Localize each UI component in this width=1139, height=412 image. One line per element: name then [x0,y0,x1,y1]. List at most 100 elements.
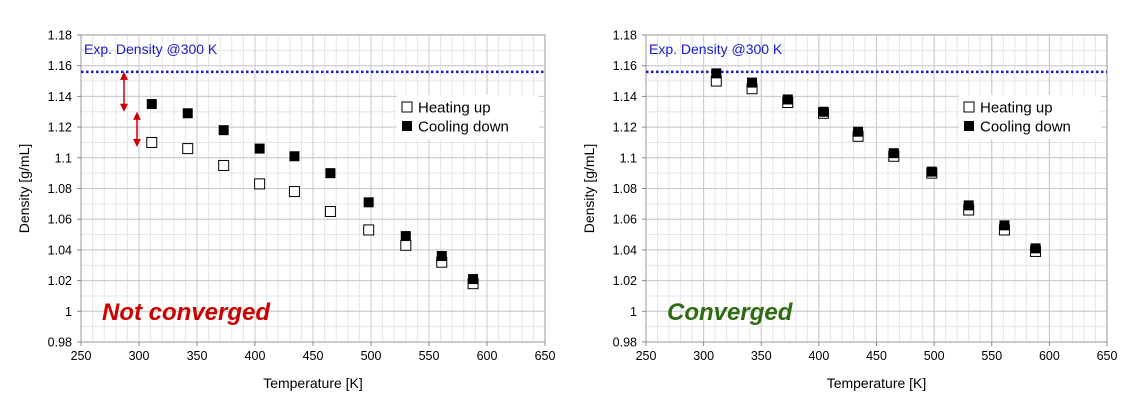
data-point-cooling-down [747,77,758,88]
x-tick-label: 300 [693,349,714,363]
gap-annotation-arrows [120,71,141,148]
x-axis-label: Temperature [K] [263,375,363,391]
data-point-cooling-down [146,99,157,110]
y-tick-label: 1.04 [613,243,637,257]
reference-line-label: Exp. Density @300 K [84,41,218,57]
chart-not-converged: 250 300 350 400 450 500 550 600 650 0.98 1 1.02 1.04… [16,29,555,392]
data-point-cooling-down [818,106,829,117]
x-tick-label: 400 [808,349,829,363]
data-point-heating-up [400,239,412,251]
legend-label: Cooling down [980,119,1071,136]
data-point-cooling-down [182,108,193,119]
y-tick-label: 1.18 [48,29,72,43]
y-tick-label: 1.1 [620,151,637,165]
x-tick-label: 500 [924,349,945,363]
y-tick-label: 1.08 [613,182,637,196]
y-tick-label: 1.12 [613,121,637,135]
legend: Heating up Cooling down [397,95,539,139]
y-tick-label: 1.16 [48,59,72,73]
x-tick-label: 450 [303,349,324,363]
data-point-cooling-down [289,151,300,162]
data-point-heating-up [324,206,336,218]
y-axis-label: Density [g/mL] [581,144,597,233]
x-tick-label: 250 [636,349,657,363]
x-tick-label: 500 [361,349,382,363]
y-tick-label: 1.06 [613,213,637,227]
legend-label: Heating up [418,100,491,117]
legend-box [397,95,539,139]
data-point-cooling-down [888,148,899,159]
data-point-cooling-down [926,166,937,177]
legend-marker-heating-up [963,101,975,113]
x-tick-label: 550 [981,349,1002,363]
x-tick-label: 650 [535,349,556,363]
x-tick-label: 600 [1039,349,1060,363]
status-label: Not converged [102,299,271,326]
series-cooling-down [146,99,479,285]
series-heating-up [146,136,479,290]
y-tick-label: 1.14 [613,90,637,104]
legend-label: Cooling down [418,119,509,136]
arrow-upper-head-up [120,71,128,80]
x-tick-label: 600 [477,349,498,363]
data-point-heating-up [146,136,158,148]
data-point-cooling-down [218,125,229,136]
data-point-heating-up [288,186,300,198]
legend-label: Heating up [980,100,1053,117]
x-tick-label: 350 [187,349,208,363]
y-tick-label: 0.98 [48,336,72,350]
x-axis-label: Temperature [K] [827,375,927,391]
x-tick-label: 550 [419,349,440,363]
data-point-cooling-down [1030,243,1041,254]
legend-box [959,95,1101,139]
legend-marker-cooling-down [964,121,974,131]
data-point-cooling-down [468,274,479,285]
x-tick-label: 450 [866,349,887,363]
data-point-heating-up [363,224,375,236]
y-tick-label: 1.02 [48,274,72,288]
legend: Heating up Cooling down [959,95,1101,139]
data-point-cooling-down [325,168,336,179]
gridlines [80,34,546,343]
arrow-lower-head-up [133,111,141,120]
y-tick-label: 1.14 [48,90,72,104]
status-label: Converged [667,299,794,326]
y-tick-label: 1.18 [613,29,637,43]
data-point-cooling-down [254,143,265,154]
series-cooling-down [711,68,1041,254]
y-tick-label: 1.12 [48,121,72,135]
y-tick-label: 1.1 [55,151,72,165]
y-tick-label: 1.08 [48,182,72,196]
y-tick-label: 0.98 [613,336,637,350]
data-point-cooling-down [782,94,793,105]
arrow-lower-head-down [133,139,141,148]
y-tick-label: 1 [65,305,72,319]
data-point-heating-up [182,143,194,155]
y-tick-label: 1 [630,305,637,319]
y-tick-label: 1.02 [613,274,637,288]
arrow-upper-head-down [120,103,128,112]
y-tick-label: 1.06 [48,213,72,227]
x-tick-label: 400 [245,349,266,363]
reference-line-label: Exp. Density @300 K [649,41,783,57]
y-axis-label: Density [g/mL] [16,144,32,233]
x-tick-label: 300 [129,349,150,363]
x-tick-label: 350 [751,349,772,363]
legend-marker-heating-up [401,101,413,113]
data-point-cooling-down [999,220,1010,231]
data-point-cooling-down [853,126,864,137]
y-tick-label: 1.04 [48,243,72,257]
x-tick-label: 250 [71,349,92,363]
data-point-cooling-down [400,231,411,242]
legend-marker-cooling-down [402,121,412,131]
data-point-cooling-down [363,197,374,208]
data-point-cooling-down [436,251,447,262]
chart-converged: 250 300 350 400 450 500 550 600 650 0.98 1 1.02 1.04… [581,29,1117,392]
data-point-cooling-down [963,200,974,211]
data-point-heating-up [218,159,230,171]
x-tick-label: 650 [1097,349,1118,363]
data-point-heating-up [254,178,266,190]
y-tick-label: 1.16 [613,59,637,73]
